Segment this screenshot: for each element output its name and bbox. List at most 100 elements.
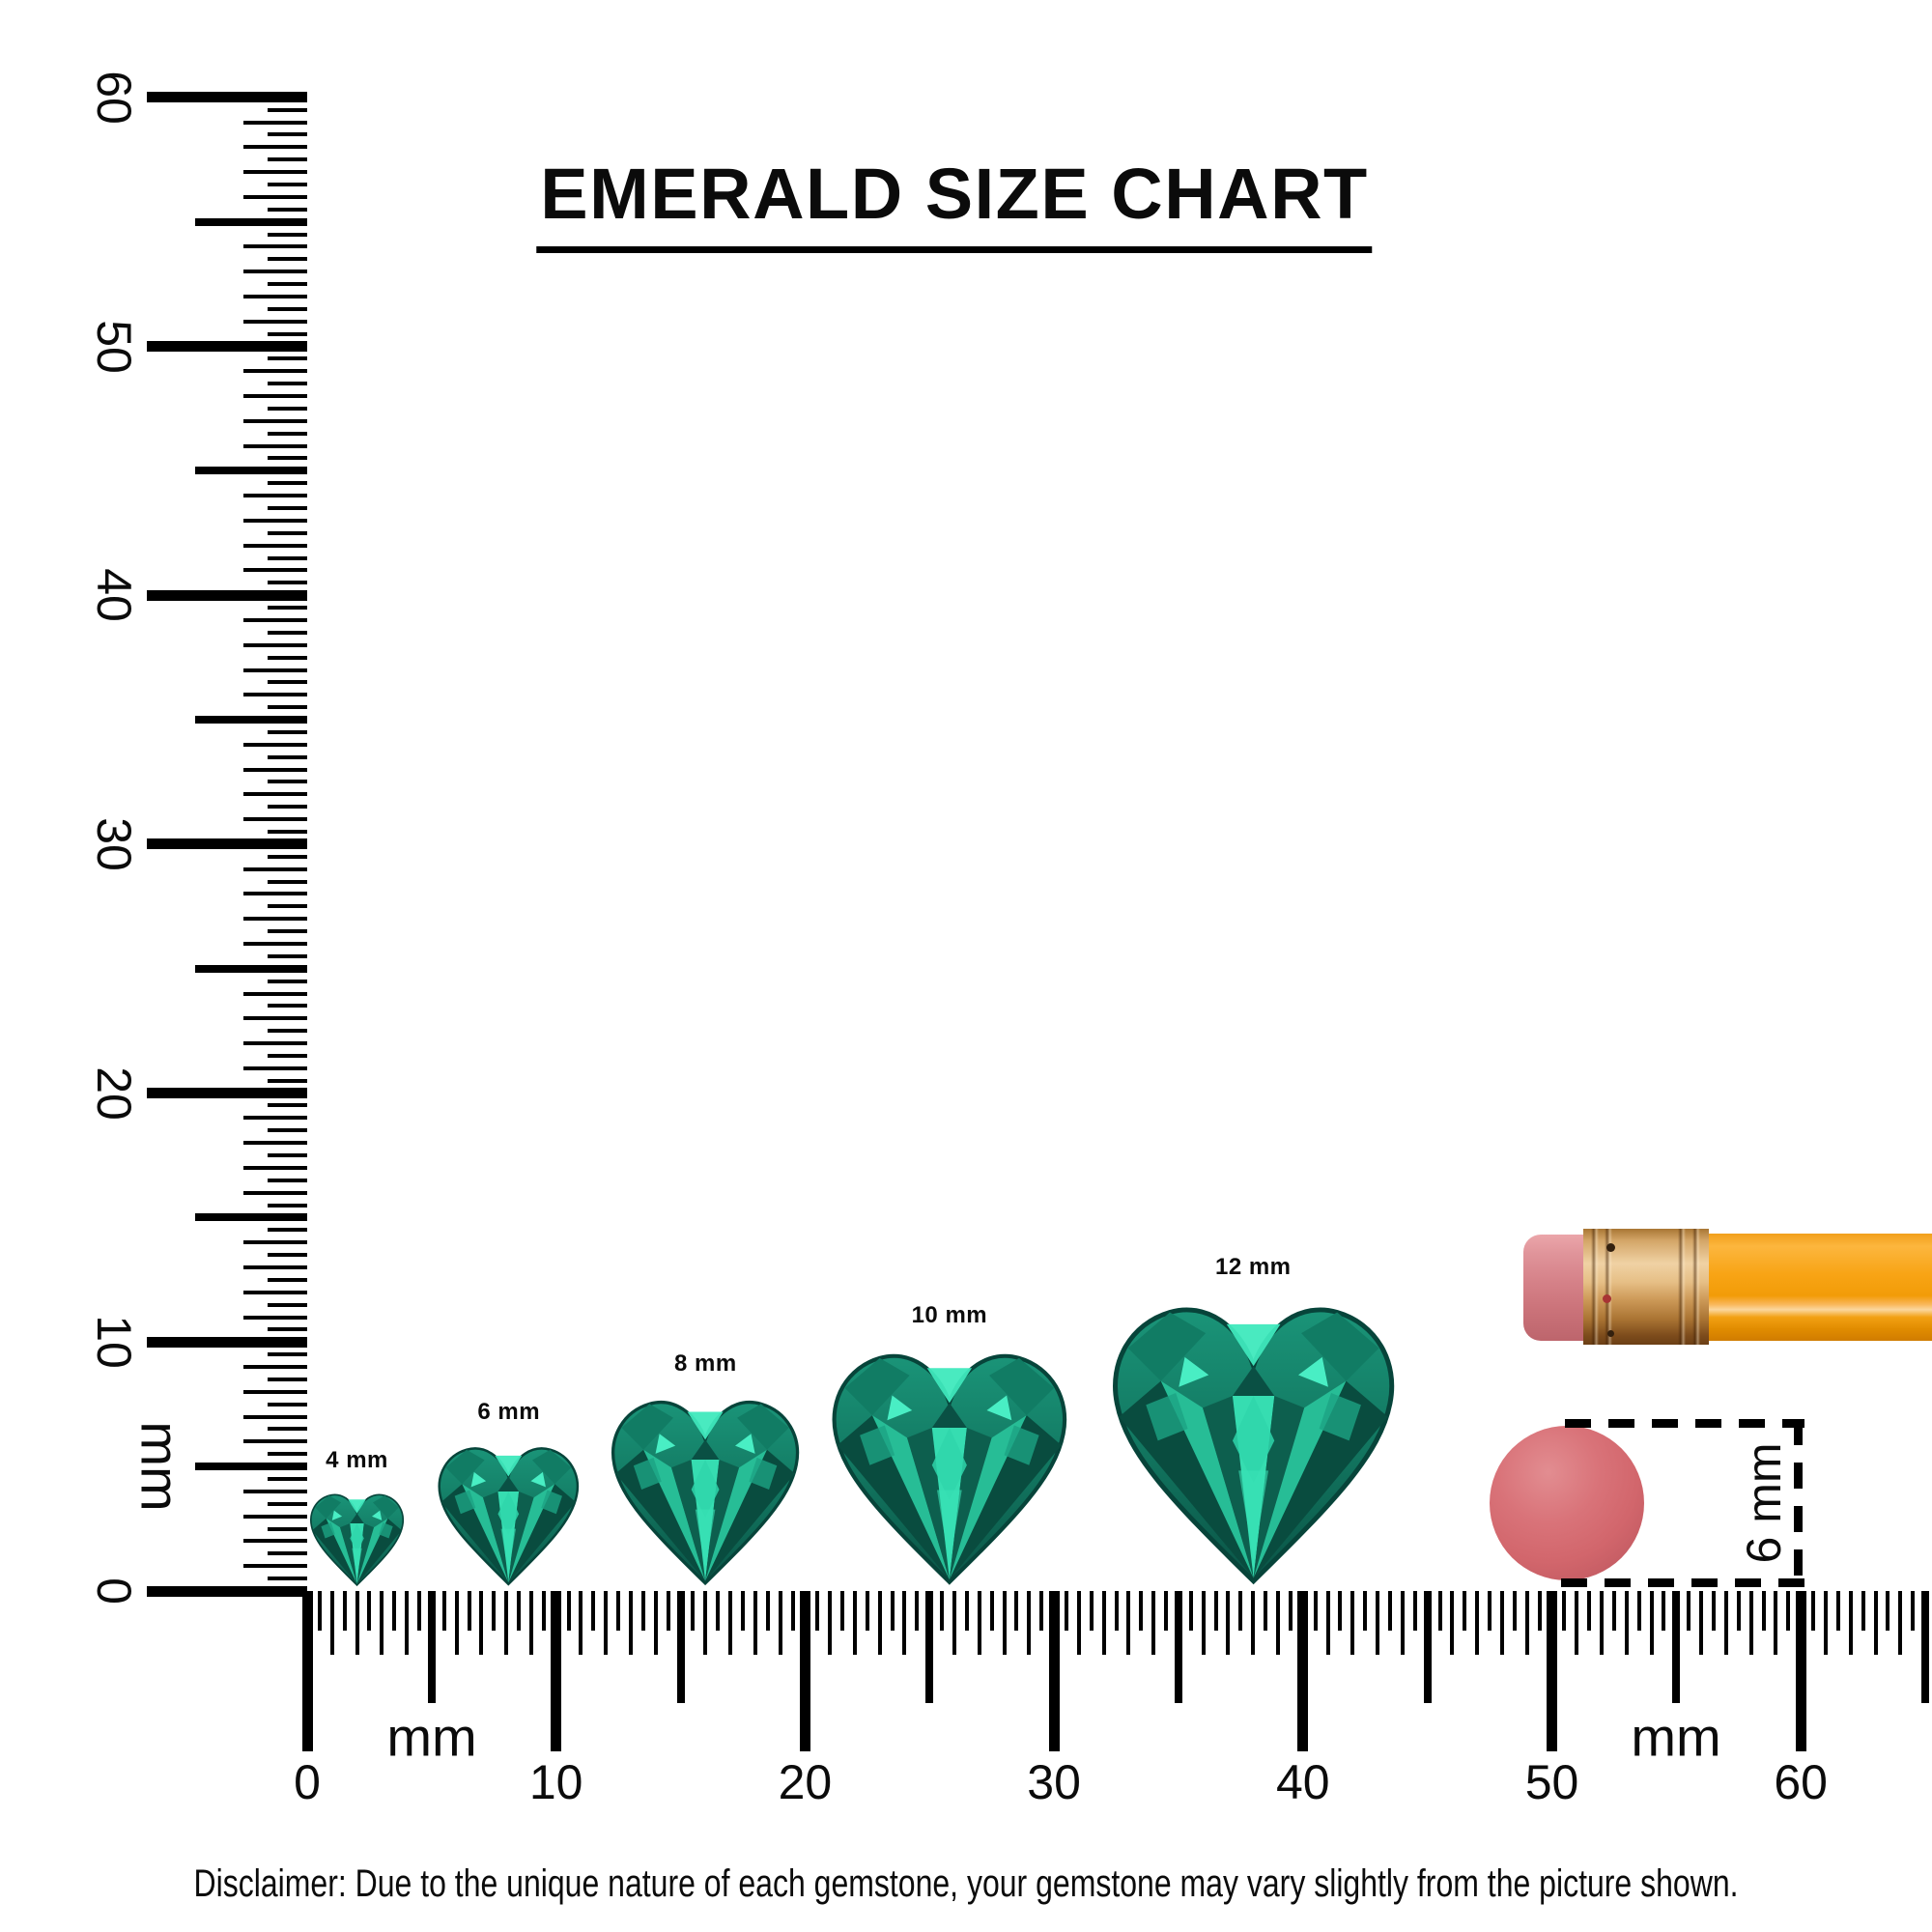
gem-heart-10mm <box>825 1346 1074 1587</box>
ruler-tick <box>441 1591 446 1631</box>
ruler-tick <box>1002 1591 1007 1655</box>
ruler-tick <box>1748 1591 1753 1655</box>
ruler-tick <box>778 1591 782 1655</box>
ruler-tick <box>765 1591 770 1631</box>
ruler-tick <box>268 830 307 834</box>
ferrule-groove <box>1591 1229 1599 1345</box>
ruler-tick <box>268 456 307 461</box>
ruler-tick <box>1126 1591 1131 1655</box>
ruler-tick <box>268 282 307 287</box>
ruler-tick <box>616 1591 621 1631</box>
ruler-tick <box>528 1591 533 1655</box>
ruler-tick <box>1151 1591 1156 1655</box>
ruler-tick <box>268 1526 307 1531</box>
horizontal-ruler-number: 60 <box>1774 1755 1828 1809</box>
ruler-tick <box>243 145 307 150</box>
ruler-tick <box>1297 1591 1309 1751</box>
ruler-tick <box>243 668 307 672</box>
ruler-tick <box>1164 1591 1169 1631</box>
ruler-tick <box>243 867 307 871</box>
ruler-tick <box>243 693 307 697</box>
ruler-tick <box>147 1088 307 1099</box>
ruler-tick <box>840 1591 845 1631</box>
ruler-tick <box>479 1591 484 1655</box>
vertical-ruler-unit-label: mm <box>129 1421 191 1512</box>
ruler-tick <box>940 1591 945 1631</box>
ruler-tick <box>268 805 307 810</box>
ruler-tick <box>147 1336 307 1348</box>
ruler-tick <box>1076 1591 1081 1655</box>
ruler-tick <box>653 1591 658 1655</box>
ruler-tick <box>243 1016 307 1021</box>
ruler-tick <box>268 1029 307 1034</box>
ferrule-rivet <box>1603 1294 1611 1303</box>
ruler-tick <box>268 331 307 336</box>
ruler-tick <box>952 1591 957 1655</box>
ruler-tick <box>1921 1591 1930 1703</box>
ruler-tick <box>243 1315 307 1320</box>
vertical-ruler-number: 30 <box>87 817 141 871</box>
ruler-tick <box>268 207 307 212</box>
ruler-tick <box>427 1591 436 1703</box>
gem-size-label: 12 mm <box>1214 1254 1292 1281</box>
ruler-tick <box>504 1591 509 1655</box>
ruler-tick <box>1064 1591 1068 1631</box>
ferrule-rivet <box>1606 1243 1615 1252</box>
ruler-tick <box>268 406 307 411</box>
horizontal-ruler-number: 30 <box>1027 1755 1081 1809</box>
ruler-tick <box>268 655 307 660</box>
ruler-tick <box>1423 1591 1432 1703</box>
ruler-tick <box>1387 1591 1392 1631</box>
ruler-tick <box>716 1591 721 1631</box>
gem-heart-6mm <box>434 1442 583 1587</box>
ruler-tick <box>268 953 307 958</box>
ruler-tick <box>541 1591 546 1631</box>
ruler-tick <box>268 1577 307 1581</box>
horizontal-ruler-unit-label-right: mm <box>1631 1706 1721 1768</box>
vertical-ruler-number: 10 <box>87 1315 141 1370</box>
ruler-tick <box>268 1427 307 1432</box>
ruler-tick <box>147 92 307 103</box>
ruler-tick <box>989 1591 994 1631</box>
ruler-tick <box>790 1591 795 1631</box>
ruler-tick <box>243 170 307 175</box>
ruler-tick <box>195 1213 307 1222</box>
ruler-tick <box>243 568 307 573</box>
ruler-tick <box>1575 1591 1579 1655</box>
ruler-tick <box>317 1591 322 1631</box>
ruler-tick <box>268 979 307 983</box>
ruler-tick <box>1562 1591 1567 1631</box>
ruler-tick <box>1587 1591 1592 1631</box>
ruler-tick <box>1861 1591 1865 1631</box>
ruler-tick <box>676 1591 685 1703</box>
ruler-tick <box>1687 1591 1691 1631</box>
ruler-tick <box>195 964 307 973</box>
ruler-tick <box>1723 1591 1728 1655</box>
ruler-tick <box>268 1078 307 1083</box>
ruler-tick <box>566 1591 571 1631</box>
ruler-tick <box>1089 1591 1094 1631</box>
ruler-tick <box>1524 1591 1529 1655</box>
gem-heart-12mm <box>1104 1297 1403 1587</box>
ruler-tick <box>243 1539 307 1544</box>
ruler-tick <box>1886 1591 1890 1631</box>
ruler-tick <box>243 617 307 622</box>
ruler-tick <box>243 1389 307 1394</box>
ruler-tick <box>915 1591 920 1631</box>
ruler-tick <box>243 917 307 922</box>
ruler-tick <box>405 1591 410 1655</box>
ferrule-groove <box>1678 1229 1686 1345</box>
ruler-tick <box>268 530 307 535</box>
ruler-tick <box>243 1240 307 1245</box>
ruler-tick <box>268 729 307 734</box>
ruler-tick <box>517 1591 522 1631</box>
ruler-tick <box>195 716 307 724</box>
gem-size-label: 4 mm <box>326 1447 388 1473</box>
ruler-tick <box>243 1116 307 1121</box>
disclaimer-text: Disclaimer: Due to the unique nature of … <box>193 1862 1739 1905</box>
ruler-tick <box>268 382 307 386</box>
ruler-tick <box>268 1402 307 1406</box>
ruler-tick <box>268 606 307 611</box>
ruler-tick <box>1600 1591 1605 1655</box>
